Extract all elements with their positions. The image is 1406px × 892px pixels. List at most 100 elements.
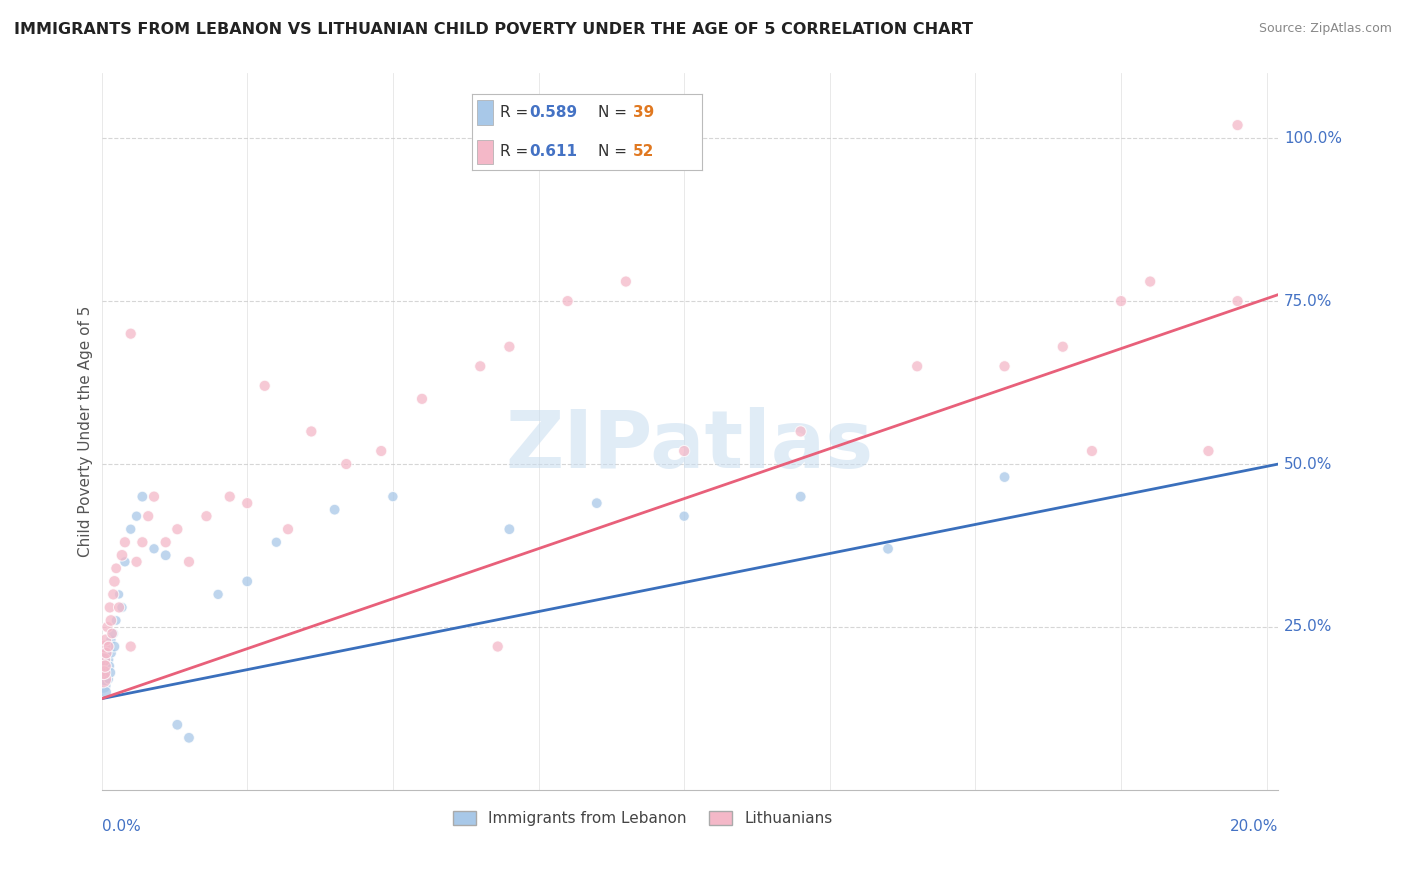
Point: [131, 490, 153, 504]
Point: [585, 496, 607, 510]
Point: [100, 614, 122, 628]
Point: [993, 359, 1015, 374]
Point: [111, 600, 134, 615]
Point: [411, 392, 433, 406]
Point: [93, 652, 115, 666]
Point: [108, 600, 131, 615]
Y-axis label: Child Poverty Under the Age of 5: Child Poverty Under the Age of 5: [79, 306, 93, 558]
Point: [381, 490, 404, 504]
Point: [114, 535, 136, 549]
Point: [177, 731, 200, 745]
Point: [96, 646, 118, 660]
Point: [789, 425, 811, 439]
Point: [131, 535, 153, 549]
Point: [789, 490, 811, 504]
Point: [120, 522, 142, 536]
Point: [96, 640, 118, 654]
Point: [103, 626, 125, 640]
Point: [98, 600, 121, 615]
Point: [1081, 444, 1104, 458]
Point: [177, 555, 200, 569]
Point: [335, 457, 357, 471]
Point: [236, 496, 259, 510]
Point: [96, 620, 118, 634]
Point: [266, 535, 288, 549]
Text: Source: ZipAtlas.com: Source: ZipAtlas.com: [1258, 22, 1392, 36]
Point: [98, 659, 121, 673]
Point: [98, 665, 121, 680]
Point: [277, 522, 299, 536]
Point: [100, 646, 122, 660]
Point: [96, 646, 118, 660]
Point: [1139, 275, 1161, 289]
Point: [1109, 294, 1132, 309]
Text: ZIPatlas: ZIPatlas: [506, 407, 875, 484]
Point: [370, 444, 392, 458]
Point: [91, 665, 114, 680]
Point: [97, 640, 120, 654]
Point: [93, 679, 115, 693]
Point: [94, 659, 117, 673]
Point: [143, 541, 166, 556]
Point: [1197, 444, 1219, 458]
Point: [877, 541, 900, 556]
Point: [125, 509, 148, 524]
Point: [299, 425, 322, 439]
Point: [155, 549, 177, 563]
Point: [93, 665, 115, 680]
Text: 100.0%: 100.0%: [1284, 130, 1343, 145]
Text: 75.0%: 75.0%: [1284, 293, 1333, 309]
Point: [470, 359, 492, 374]
Point: [96, 665, 118, 680]
Point: [120, 326, 142, 341]
Point: [114, 555, 136, 569]
Legend: Immigrants from Lebanon, Lithuanians: Immigrants from Lebanon, Lithuanians: [447, 805, 839, 832]
Point: [1226, 294, 1249, 309]
Point: [143, 490, 166, 504]
Point: [557, 294, 579, 309]
Point: [673, 444, 696, 458]
Point: [486, 640, 509, 654]
Point: [103, 587, 125, 601]
Point: [101, 626, 124, 640]
Text: 25.0%: 25.0%: [1284, 619, 1333, 634]
Point: [103, 574, 125, 589]
Point: [105, 561, 128, 575]
Point: [93, 672, 115, 686]
Point: [1052, 340, 1074, 354]
Point: [498, 340, 520, 354]
Point: [100, 633, 122, 648]
Point: [91, 672, 114, 686]
Point: [120, 640, 142, 654]
Point: [111, 549, 134, 563]
Point: [253, 379, 276, 393]
Point: [94, 685, 117, 699]
Text: 0.0%: 0.0%: [101, 819, 141, 834]
Point: [103, 640, 125, 654]
Point: [166, 522, 188, 536]
Point: [166, 717, 188, 731]
Point: [125, 555, 148, 569]
Point: [105, 614, 128, 628]
Point: [93, 640, 115, 654]
Point: [93, 652, 115, 666]
Text: 20.0%: 20.0%: [1230, 819, 1278, 834]
Point: [136, 509, 159, 524]
Point: [207, 587, 229, 601]
Point: [108, 587, 131, 601]
Point: [98, 652, 121, 666]
Point: [1226, 118, 1249, 132]
Text: 50.0%: 50.0%: [1284, 457, 1333, 472]
Point: [673, 509, 696, 524]
Point: [498, 522, 520, 536]
Point: [614, 275, 637, 289]
Point: [905, 359, 928, 374]
Point: [97, 672, 120, 686]
Point: [155, 535, 177, 549]
Point: [993, 470, 1015, 484]
Point: [323, 502, 346, 516]
Text: IMMIGRANTS FROM LEBANON VS LITHUANIAN CHILD POVERTY UNDER THE AGE OF 5 CORRELATI: IMMIGRANTS FROM LEBANON VS LITHUANIAN CH…: [14, 22, 973, 37]
Point: [236, 574, 259, 589]
Point: [195, 509, 218, 524]
Point: [94, 659, 117, 673]
